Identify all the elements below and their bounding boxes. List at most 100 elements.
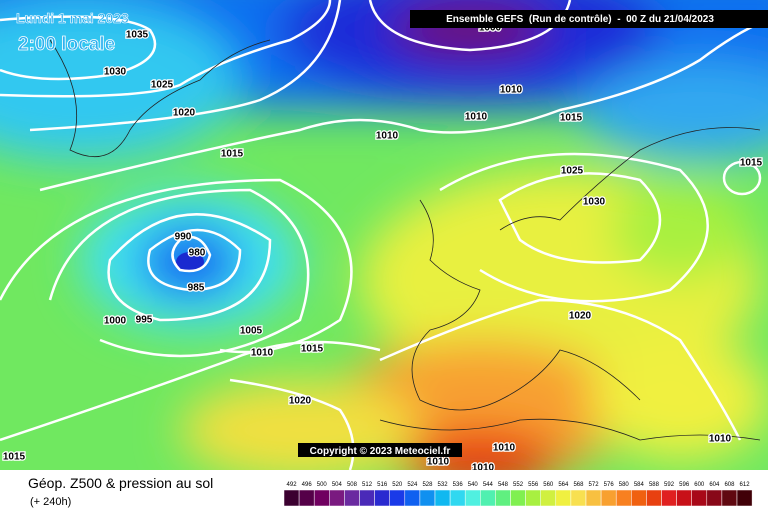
- isobar-label: 980: [189, 248, 206, 259]
- colorbar-label: 552: [513, 482, 524, 488]
- isobar-lines: [0, 0, 768, 471]
- colorbar-label: 584: [634, 482, 645, 488]
- colorbar-swatch: [480, 489, 496, 507]
- colorbar-label: 580: [619, 482, 630, 488]
- colorbar-label: 564: [558, 482, 569, 488]
- colorbar-swatch: [464, 489, 481, 507]
- isobar-label: 1015: [3, 452, 26, 463]
- colorbar-label: 600: [694, 482, 705, 488]
- isobar-label: 990: [175, 232, 192, 243]
- colorbar-label: 544: [483, 482, 494, 488]
- colorbar-label: 508: [347, 482, 358, 488]
- colorbar-label: 612: [740, 482, 751, 488]
- isobar-label: 1010: [427, 457, 450, 468]
- colorbar-swatch: [646, 489, 662, 507]
- coastlines: [49, 39, 761, 441]
- colorbar-label: 520: [392, 482, 403, 488]
- isobar-label: 1030: [104, 67, 127, 78]
- colorbar-swatch: [298, 489, 315, 507]
- colorbar-swatch: [661, 489, 677, 507]
- colorbar-label: 572: [589, 482, 600, 488]
- colorbar-swatch: [419, 489, 436, 507]
- colorbar-swatch: [434, 489, 451, 507]
- colorbar-swatch: [706, 489, 723, 507]
- colorbar-swatch: [631, 489, 647, 507]
- colorbar-label: 496: [302, 482, 313, 488]
- isobar-label: 1010: [465, 112, 488, 123]
- time: 2:00 locale: [18, 34, 115, 55]
- isobar-label: 1010: [251, 348, 274, 359]
- colorbar-label: 596: [679, 482, 690, 488]
- colorbar-label: 588: [649, 482, 660, 488]
- footer-lead: (+ 240h): [30, 496, 71, 508]
- isobar-label: 1035: [126, 30, 149, 41]
- colorbar-label: 516: [377, 482, 388, 488]
- colorbar-swatch: [555, 489, 572, 507]
- colorbar: 492 496 500 504 508 512 516 520 524 528 532 536 540 5…: [283, 482, 753, 507]
- isobar-label: 1010: [376, 131, 399, 142]
- colorbar-swatch: [525, 489, 541, 507]
- colorbar-swatch: [449, 489, 466, 507]
- isobar-label: 985: [188, 283, 205, 294]
- isobar-label: 995: [136, 315, 153, 326]
- colorbar-swatch: [736, 489, 753, 507]
- colorbar-swatch: [374, 489, 390, 507]
- run: Ensemble GEFS (Run de contrôle) - 00 Z d…: [446, 14, 714, 25]
- colorbar-label: 536: [453, 482, 464, 488]
- colorbar-label: 548: [498, 482, 509, 488]
- isobar-label: 1015: [560, 113, 583, 124]
- footer-title: Géop. Z500 & pression au sol: [28, 475, 213, 491]
- colorbar-label: 524: [407, 482, 418, 488]
- colorbar-label: 492: [287, 482, 298, 488]
- isobar-label: 1030: [583, 197, 606, 208]
- colorbar-label: 528: [422, 482, 433, 488]
- isobar-label: 1010: [493, 443, 516, 454]
- colorbar-swatch: [676, 489, 692, 507]
- run-box: [410, 10, 768, 28]
- colorbar-swatch: [283, 489, 300, 507]
- colorbar-label: 540: [468, 482, 479, 488]
- colorbar-label: 560: [543, 482, 554, 488]
- colorbar-label: 568: [573, 482, 584, 488]
- colorbar-label: 556: [528, 482, 539, 488]
- colorbar-swatch: [570, 489, 587, 507]
- isobar-label: 1015: [740, 158, 763, 169]
- isobar-label: 1025: [151, 80, 174, 91]
- colorbar-label: 532: [438, 482, 449, 488]
- colorbar-label: 576: [604, 482, 615, 488]
- isobar-label: 1020: [569, 311, 592, 322]
- isobar-label: 1015: [301, 344, 324, 355]
- colorbar-swatch: [615, 489, 632, 507]
- isobar-label: 1010: [500, 85, 523, 96]
- colorbar-swatch: [495, 489, 511, 507]
- colorbar-label: 592: [664, 482, 675, 488]
- colorbar-swatch: [510, 489, 526, 507]
- colorbar-swatch: [404, 489, 421, 507]
- isobar-label: 1020: [289, 396, 312, 407]
- isobar-label: 1025: [561, 166, 584, 177]
- isobar-label: 1000: [104, 316, 127, 327]
- colorbar-label: 512: [362, 482, 373, 488]
- isobar-label: 1015: [221, 149, 244, 160]
- colorbar-swatch: [721, 489, 738, 507]
- colorbar-swatch: [691, 489, 708, 507]
- colorbar-swatch: [585, 489, 602, 507]
- colorbar-swatch: [313, 489, 330, 507]
- isobar-label: 1010: [709, 434, 732, 445]
- isobar-label: 1020: [173, 108, 196, 119]
- colorbar-label: 604: [709, 482, 720, 488]
- isobar-label: 1005: [240, 326, 263, 337]
- colorbar-swatch: [540, 489, 557, 507]
- colorbar-label: 608: [724, 482, 735, 488]
- copyright: Copyright © 2023 Meteociel.fr: [310, 446, 451, 457]
- colorbar-label: 500: [317, 482, 328, 488]
- colorbar-swatch: [344, 489, 360, 507]
- colorbar-swatch: [359, 489, 375, 507]
- date: Lundi 1 mai 2023: [16, 10, 129, 26]
- colorbar-swatch: [329, 489, 345, 507]
- copyright-box: [298, 443, 462, 457]
- colorbar-swatch: [600, 489, 617, 507]
- colorbar-swatch: [389, 489, 406, 507]
